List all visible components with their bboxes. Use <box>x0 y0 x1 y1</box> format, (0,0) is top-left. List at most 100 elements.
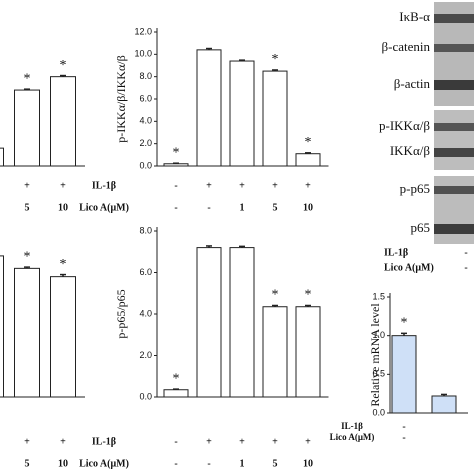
bar <box>50 76 76 167</box>
y-tick-label: 0.0 <box>139 391 152 401</box>
y-tick-label: 6.0 <box>139 93 152 103</box>
significance-marker: * <box>24 249 31 264</box>
blot-label: p65 <box>411 220 431 235</box>
bar <box>163 389 189 398</box>
x-row-value: 10 <box>303 458 313 469</box>
x-row-label: IL-1β <box>92 436 116 447</box>
bar <box>50 276 76 398</box>
bar <box>196 247 222 398</box>
bar <box>0 147 4 167</box>
x-row-value: 5 <box>273 202 278 213</box>
bar <box>163 163 189 167</box>
blot-band <box>434 123 474 131</box>
x-row-value: + <box>239 180 245 191</box>
blot-label: p-p65 <box>400 181 430 196</box>
x-row-value: - <box>402 432 405 443</box>
y-tick-label: 0.5 <box>372 369 385 379</box>
y-axis-label: p-IKKα/β/IKKα/β <box>114 55 128 142</box>
blot-row-value: - <box>464 247 467 258</box>
x-row-value: - <box>174 458 177 469</box>
blot-label: IKKα/β <box>390 143 431 158</box>
blot-band <box>434 148 474 157</box>
bar <box>262 70 288 167</box>
x-row-value: + <box>272 180 278 191</box>
y-tick-label: 4.0 <box>139 308 152 318</box>
bar <box>229 60 255 167</box>
bar <box>14 267 40 398</box>
blot-band <box>434 224 474 234</box>
x-row-label: Lico A(μM) <box>79 202 129 213</box>
bar <box>229 247 255 398</box>
bar <box>262 306 288 398</box>
x-row-value: - <box>174 202 177 213</box>
significance-marker: * <box>60 58 67 73</box>
blot-images <box>434 2 474 244</box>
blot-band <box>434 186 474 194</box>
x-row-value: + <box>60 180 66 191</box>
y-tick-label: 1.5 <box>372 291 385 301</box>
blot-label: p-IKKα/β <box>379 118 430 133</box>
x-row-value: - <box>207 202 210 213</box>
blot-band <box>434 80 474 90</box>
y-axis-label: p-p65/p65 <box>114 289 128 338</box>
x-row-value: - <box>207 458 210 469</box>
bar <box>14 89 40 167</box>
blot-row-label: Lico A(μM) <box>384 262 434 273</box>
significance-marker: * <box>272 288 279 303</box>
bar <box>295 306 321 398</box>
y-tick-label: 4.0 <box>139 116 152 126</box>
x-row-value: + <box>272 436 278 447</box>
x-row-value: 5 <box>273 458 278 469</box>
x-row-value: + <box>239 436 245 447</box>
blot-panel <box>434 110 474 170</box>
x-row-value: 10 <box>58 202 68 213</box>
y-axis-label: Relative mRNA level <box>368 303 382 407</box>
x-row-value: + <box>206 436 212 447</box>
significance-marker: * <box>173 371 180 386</box>
y-tick-label: 0.0 <box>372 407 385 417</box>
x-row-value: - <box>402 421 405 432</box>
bar <box>295 153 321 167</box>
x-row-label: Lico A(μM) <box>330 432 375 442</box>
blot-label: β-actin <box>394 76 431 91</box>
y-tick-label: 12.0 <box>134 26 152 36</box>
bar <box>391 335 417 414</box>
blot-row-label: IL-1β <box>384 247 408 258</box>
y-tick-label: 2.0 <box>139 350 152 360</box>
x-row-label: IL-1β <box>92 180 116 191</box>
x-row-value: + <box>305 436 311 447</box>
y-tick-label: 1.0 <box>372 330 385 340</box>
x-row-value: 5 <box>25 202 30 213</box>
y-tick-label: 8.0 <box>139 225 152 235</box>
significance-marker: * <box>24 71 31 86</box>
x-row-value: + <box>60 436 66 447</box>
x-row-value: 10 <box>58 458 68 469</box>
x-row-value: - <box>174 180 177 191</box>
significance-marker: * <box>305 288 312 303</box>
x-row-value: + <box>24 180 30 191</box>
blot-band <box>434 44 474 52</box>
y-tick-label: 6.0 <box>139 267 152 277</box>
significance-marker: * <box>173 145 180 160</box>
significance-marker: * <box>305 135 312 150</box>
blot-band <box>434 14 474 23</box>
bar <box>0 255 4 398</box>
x-row-value: - <box>174 436 177 447</box>
significance-marker: * <box>272 52 279 67</box>
blot-label: β-catenin <box>382 39 431 54</box>
blot-row-value: - <box>464 262 467 273</box>
blot-label: IκB-α <box>399 9 430 24</box>
x-row-label: Lico A(μM) <box>79 458 129 469</box>
y-tick-label: 2.0 <box>139 138 152 148</box>
x-row-label: IL-1β <box>341 421 363 431</box>
x-row-value: + <box>24 436 30 447</box>
bar <box>431 395 457 414</box>
bar <box>196 49 222 167</box>
y-tick-label: 10.0 <box>134 49 152 59</box>
x-row-value: 1 <box>240 202 245 213</box>
x-row-value: 10 <box>303 202 313 213</box>
x-row-value: + <box>206 180 212 191</box>
x-row-value: 1 <box>240 458 245 469</box>
y-tick-label: 0.0 <box>139 160 152 170</box>
